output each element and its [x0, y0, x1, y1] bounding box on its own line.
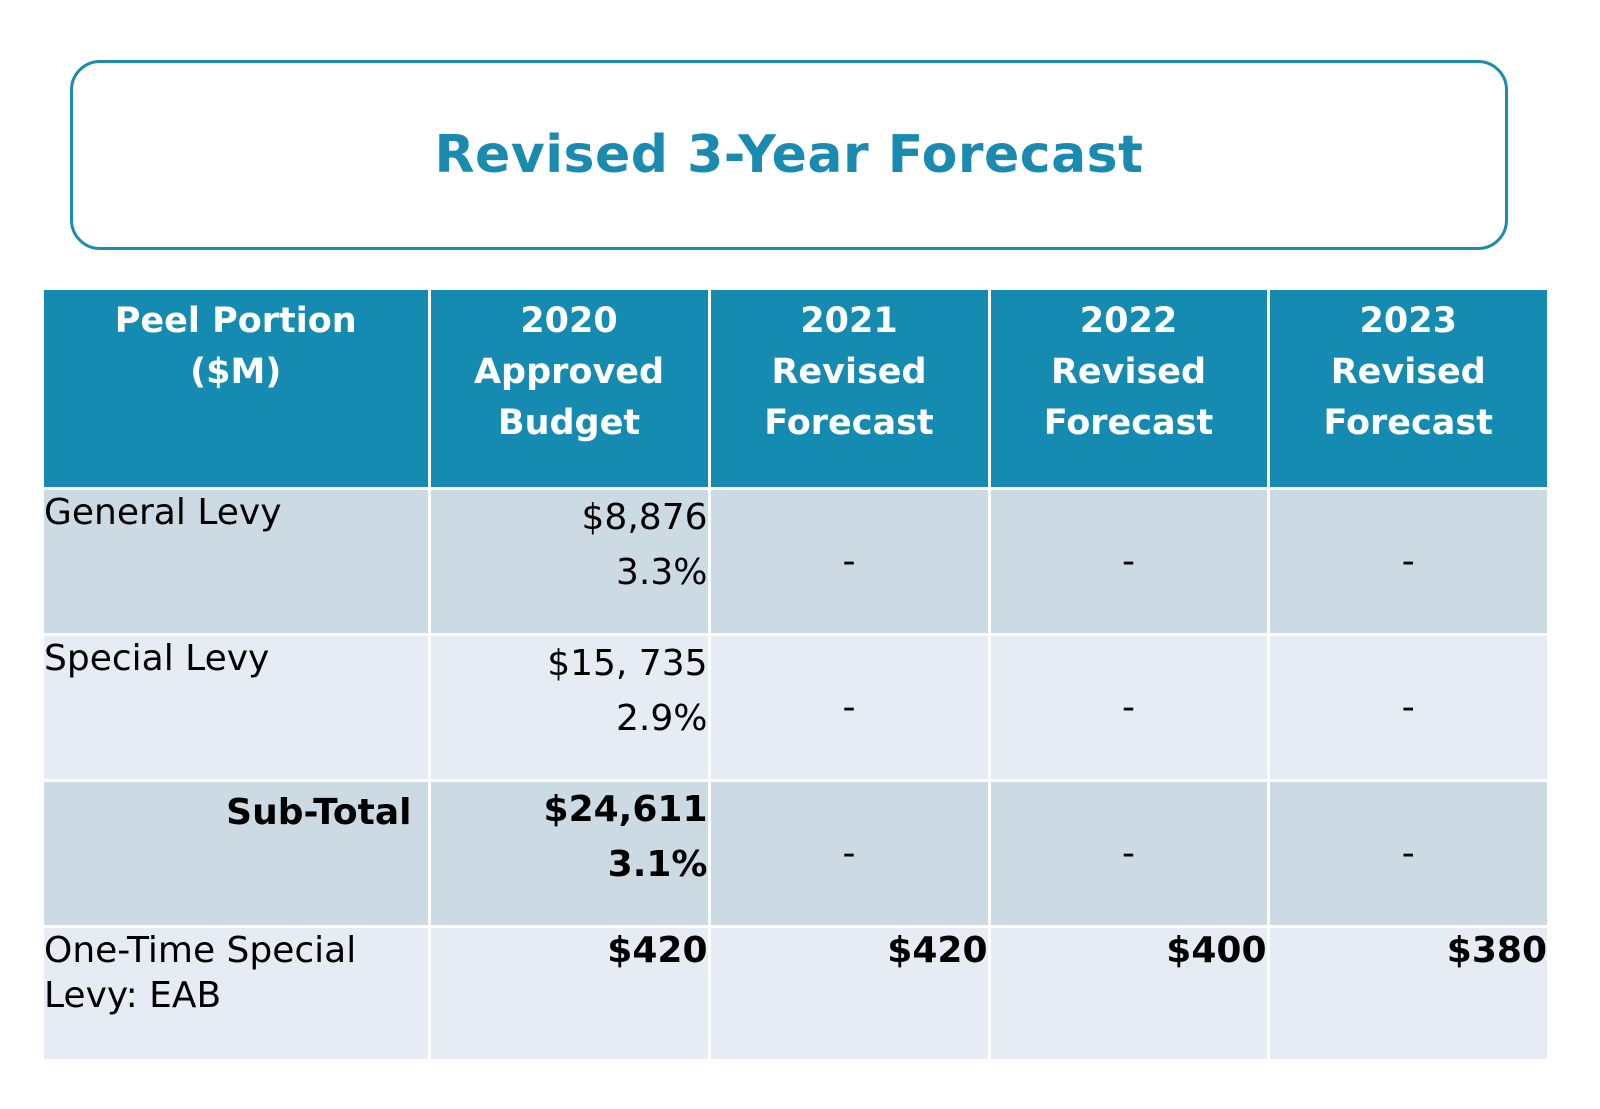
header-2020-approved-budget: 2020 Approved Budget — [427, 287, 711, 490]
header-line: Revised — [1050, 352, 1207, 392]
forecast-cell-2022: - — [987, 633, 1270, 782]
forecast-cell-2022: - — [987, 779, 1270, 928]
budget-amount: $8,876 — [581, 497, 708, 538]
budget-percent: 3.3% — [616, 552, 708, 593]
header-line: Peel Portion — [114, 301, 357, 341]
header-2022-revised-forecast: 2022 Revised Forecast — [987, 287, 1270, 490]
forecast-cell-2021: - — [707, 779, 991, 928]
forecast-cell-2023: - — [1266, 633, 1547, 782]
forecast-cell-2023: $380 — [1266, 925, 1547, 1062]
row-label: Sub-Total — [44, 779, 431, 928]
header-2023-revised-forecast: 2023 Revised Forecast — [1266, 287, 1547, 490]
budget-cell: $420 — [427, 925, 711, 1062]
title-banner: Revised 3-Year Forecast — [70, 60, 1508, 250]
header-line: Approved — [473, 352, 665, 392]
forecast-cell-2023: - — [1266, 487, 1547, 636]
table-row-sub-total: Sub-Total $24,611 3.1% - - - — [44, 779, 1547, 928]
header-line: Forecast — [764, 403, 934, 443]
table-row-one-time-special-levy: One-Time Special Levy: EAB $420 $420 $40… — [44, 925, 1547, 1062]
header-line: Budget — [497, 403, 641, 443]
forecast-cell-2022: $400 — [987, 925, 1270, 1062]
budget-cell: $15, 735 2.9% — [427, 633, 711, 782]
row-label: General Levy — [44, 487, 431, 636]
row-label-line: One-Time Special — [44, 930, 357, 971]
budget-percent: 3.1% — [607, 844, 708, 885]
header-line: ($M) — [190, 352, 282, 392]
header-line: Forecast — [1323, 403, 1493, 443]
table-row-special-levy: Special Levy $15, 735 2.9% - - - — [44, 633, 1547, 782]
header-line: Revised — [1330, 352, 1486, 392]
header-peel-portion: Peel Portion ($M) — [44, 287, 431, 490]
row-label-line: Levy: EAB — [44, 975, 222, 1016]
forecast-cell-2021: - — [707, 487, 991, 636]
header-line: 2023 — [1359, 301, 1457, 341]
budget-amount: $24,611 — [543, 789, 708, 830]
budget-amount: $15, 735 — [547, 643, 708, 684]
budget-cell: $8,876 3.3% — [427, 487, 711, 636]
budget-percent: 2.9% — [616, 698, 708, 739]
forecast-table: Peel Portion ($M) 2020 Approved Budget 2… — [44, 287, 1547, 1062]
header-line: 2022 — [1079, 301, 1178, 341]
header-row: Peel Portion ($M) 2020 Approved Budget 2… — [44, 287, 1547, 490]
table-row-general-levy: General Levy $8,876 3.3% - - - — [44, 487, 1547, 636]
header-line: 2021 — [800, 301, 898, 341]
header-line: Forecast — [1043, 403, 1214, 443]
page-title: Revised 3-Year Forecast — [434, 125, 1144, 185]
header-line: Revised — [771, 352, 927, 392]
budget-cell: $24,611 3.1% — [427, 779, 711, 928]
header-2021-revised-forecast: 2021 Revised Forecast — [707, 287, 991, 490]
header-line: 2020 — [520, 301, 618, 341]
forecast-cell-2021: - — [707, 633, 991, 782]
forecast-cell-2023: - — [1266, 779, 1547, 928]
row-label: One-Time Special Levy: EAB — [44, 925, 431, 1062]
forecast-cell-2021: $420 — [707, 925, 991, 1062]
row-label: Special Levy — [44, 633, 431, 782]
forecast-cell-2022: - — [987, 487, 1270, 636]
